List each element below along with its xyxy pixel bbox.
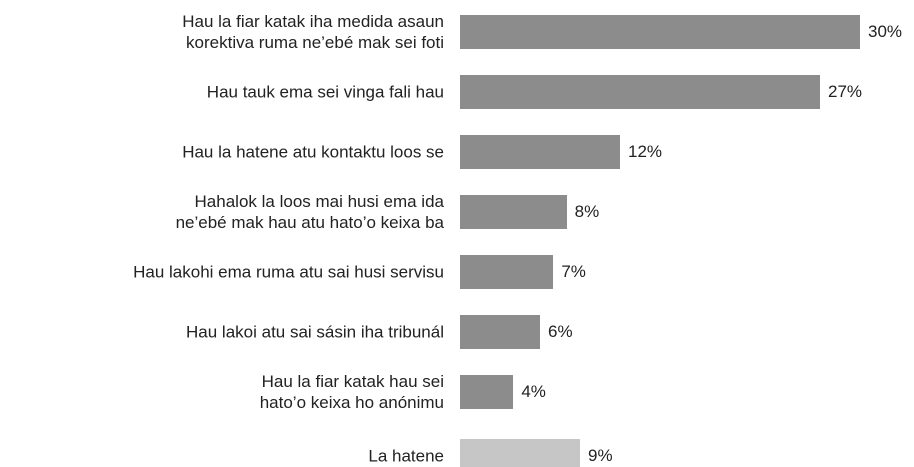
bar: [460, 439, 580, 467]
bar: [460, 375, 514, 409]
bar: [460, 315, 540, 349]
bar: [460, 15, 860, 49]
category-label: Hau la hatene atu kontaktu loos se: [182, 142, 444, 162]
bar: [460, 255, 554, 289]
category-label: Hau la fiar katak iha medida asaun korek…: [182, 12, 444, 52]
value-label: 12%: [628, 142, 663, 161]
bar: [460, 135, 620, 169]
value-label: 4%: [521, 382, 546, 401]
value-label: 30%: [868, 22, 903, 41]
value-label: 7%: [561, 262, 586, 281]
category-label: Hau lakohi ema ruma atu sai husi servisu: [133, 262, 444, 282]
bar: [460, 75, 820, 109]
value-label: 8%: [574, 202, 600, 221]
value-label: 9%: [588, 446, 613, 465]
category-label: Hau la fiar katak hau sei hato’o keixa h…: [259, 372, 444, 412]
bar: [460, 195, 567, 229]
category-label: Hau lakoi atu sai sásin iha tribunál: [186, 322, 444, 342]
category-label: Hahalok la loos mai husi ema ida ne’ebé …: [175, 192, 444, 232]
value-label: 6%: [548, 322, 573, 341]
value-label: 27%: [828, 82, 863, 101]
category-label: Hau tauk ema sei vinga fali hau: [206, 82, 444, 102]
category-label: La hatene: [368, 446, 444, 466]
